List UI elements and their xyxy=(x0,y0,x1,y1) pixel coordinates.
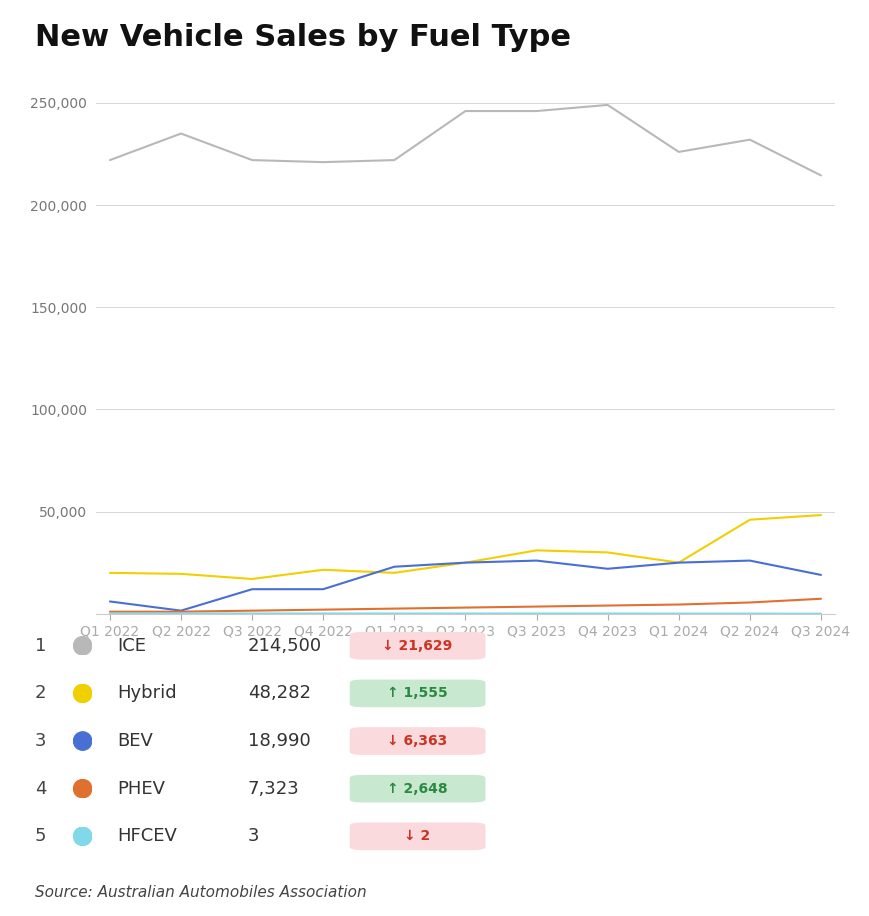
Circle shape xyxy=(73,827,92,845)
Text: ↓ 2: ↓ 2 xyxy=(404,829,430,844)
Text: HFCEV: HFCEV xyxy=(117,827,177,845)
Text: New Vehicle Sales by Fuel Type: New Vehicle Sales by Fuel Type xyxy=(35,23,570,52)
Text: 7,323: 7,323 xyxy=(248,780,299,798)
Text: ↓ 6,363: ↓ 6,363 xyxy=(387,734,448,748)
Text: 214,500: 214,500 xyxy=(248,637,322,655)
FancyBboxPatch shape xyxy=(349,632,485,660)
Text: 4: 4 xyxy=(35,780,46,798)
Circle shape xyxy=(73,637,92,655)
Text: BEV: BEV xyxy=(117,732,153,750)
Text: Source: Australian Automobiles Association: Source: Australian Automobiles Associati… xyxy=(35,885,366,900)
Text: ICE: ICE xyxy=(117,637,146,655)
Text: 3: 3 xyxy=(248,827,259,845)
Circle shape xyxy=(73,684,92,703)
Text: 5: 5 xyxy=(35,827,46,845)
FancyBboxPatch shape xyxy=(349,727,485,755)
Text: PHEV: PHEV xyxy=(117,780,165,798)
Circle shape xyxy=(73,732,92,750)
Text: Hybrid: Hybrid xyxy=(117,684,177,703)
Text: ↑ 1,555: ↑ 1,555 xyxy=(387,686,448,701)
Text: 18,990: 18,990 xyxy=(248,732,310,750)
Text: 1: 1 xyxy=(35,637,46,655)
FancyBboxPatch shape xyxy=(349,775,485,802)
FancyBboxPatch shape xyxy=(349,823,485,850)
FancyBboxPatch shape xyxy=(349,680,485,707)
Circle shape xyxy=(73,780,92,798)
Text: 48,282: 48,282 xyxy=(248,684,310,703)
Text: ↑ 2,648: ↑ 2,648 xyxy=(387,781,448,796)
Text: ↓ 21,629: ↓ 21,629 xyxy=(382,638,452,653)
Text: 3: 3 xyxy=(35,732,46,750)
Text: 2: 2 xyxy=(35,684,46,703)
